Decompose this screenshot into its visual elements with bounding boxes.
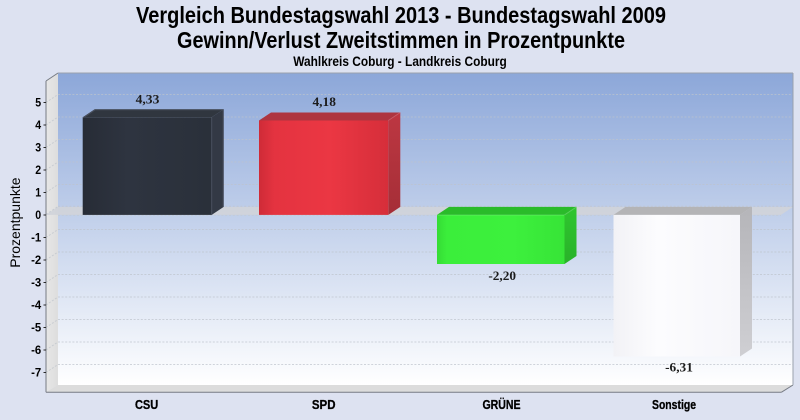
svg-text:-4: -4	[31, 298, 41, 312]
svg-text:-6: -6	[31, 343, 41, 357]
svg-text:Wahlkreis Coburg - Landkreis C: Wahlkreis Coburg - Landkreis Coburg	[293, 53, 507, 69]
svg-text:Prozentpunkte: Prozentpunkte	[7, 177, 23, 267]
svg-text:0: 0	[35, 208, 41, 222]
svg-text:-6,31: -6,31	[665, 360, 693, 375]
svg-text:1: 1	[35, 186, 41, 200]
svg-text:3: 3	[35, 141, 41, 155]
svg-text:-5: -5	[31, 321, 41, 335]
svg-text:Sonstige: Sonstige	[652, 397, 696, 412]
svg-text:5: 5	[35, 96, 41, 110]
svg-text:4,33: 4,33	[136, 91, 160, 106]
svg-text:Gewinn/Verlust Zweitstimmen in: Gewinn/Verlust Zweitstimmen in Prozentpu…	[177, 27, 625, 53]
svg-text:CSU: CSU	[135, 397, 158, 412]
svg-text:SPD: SPD	[312, 397, 336, 412]
svg-text:-7: -7	[31, 366, 41, 380]
svg-text:-2,20: -2,20	[488, 268, 516, 283]
svg-text:-3: -3	[31, 276, 41, 290]
svg-text:-2: -2	[31, 253, 41, 267]
svg-text:-1: -1	[31, 231, 41, 245]
svg-text:GRÜNE: GRÜNE	[482, 397, 520, 412]
svg-text:4: 4	[35, 118, 41, 132]
svg-text:2: 2	[35, 163, 41, 177]
svg-text:Vergleich Bundestagswahl 2013: Vergleich Bundestagswahl 2013 - Bundesta…	[136, 2, 666, 28]
svg-text:4,18: 4,18	[313, 94, 337, 109]
